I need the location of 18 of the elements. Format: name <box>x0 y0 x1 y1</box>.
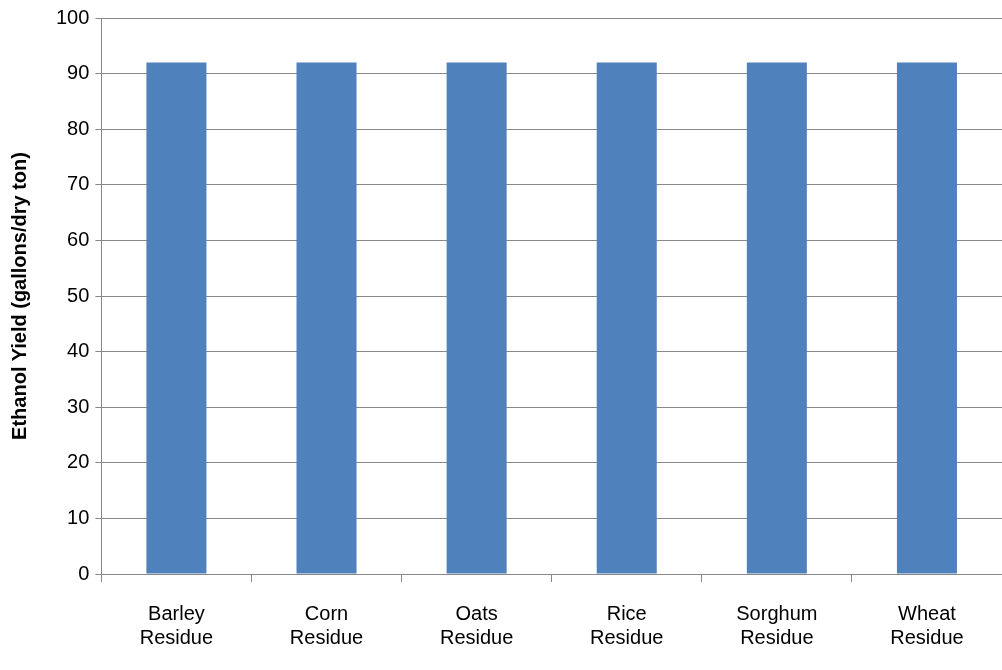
y-tick-label: 50 <box>67 283 90 306</box>
y-tick-label: 30 <box>67 394 90 417</box>
x-tick-label: Sorghum Residue <box>736 601 818 648</box>
y-tick-label: 80 <box>67 116 90 139</box>
y-tick-label: 100 <box>55 5 90 28</box>
y-tick-label: 0 <box>78 561 90 584</box>
y-tick-label: 90 <box>67 61 90 84</box>
y-tick-label: 20 <box>67 450 90 473</box>
x-tick-label: Wheat Residue <box>890 601 964 648</box>
x-tick-label: Oats Residue <box>439 601 514 648</box>
y-axis-title: Ethanol Yield (gallons/dry ton) <box>7 152 30 440</box>
y-tick-label: 60 <box>67 227 90 250</box>
x-tick-label: Corn Residue <box>289 601 364 648</box>
y-tick-label: 40 <box>67 339 90 362</box>
y-tick-label: 70 <box>67 172 90 195</box>
x-tick-label: Barley Residue <box>139 601 214 648</box>
x-tick-label: Rice Residue <box>590 601 664 648</box>
y-tick-label: 10 <box>67 505 90 528</box>
